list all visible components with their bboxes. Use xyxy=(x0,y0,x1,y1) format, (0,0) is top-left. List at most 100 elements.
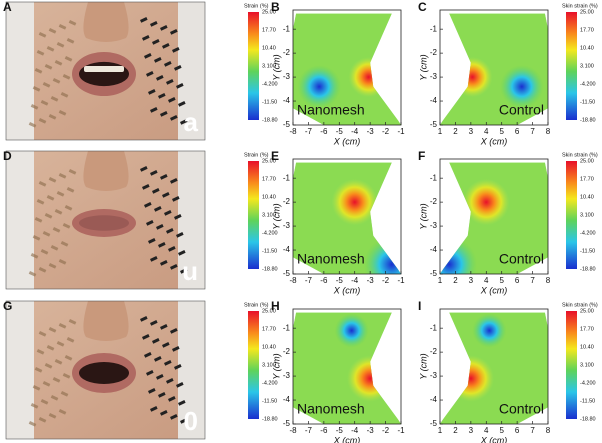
sensor-mark xyxy=(150,21,158,27)
x-tick-label: -2 xyxy=(382,127,390,136)
panel-label: E xyxy=(271,149,279,163)
sensor-mark xyxy=(60,92,69,98)
y-tick-label: -2 xyxy=(283,197,291,206)
teeth xyxy=(84,66,124,72)
x-tick-label: -8 xyxy=(289,127,297,136)
sensor-mark xyxy=(54,59,63,66)
condition-name: Control xyxy=(499,251,544,267)
plot-frame xyxy=(292,9,402,126)
y-tick-label: -5 xyxy=(283,120,291,129)
colorbar-tick-label: -4.200 xyxy=(262,380,278,386)
sensor-mark xyxy=(62,372,71,379)
sensor-mark xyxy=(58,110,67,116)
y-tick-label: -1 xyxy=(430,24,438,33)
sensor-mark xyxy=(58,259,67,265)
y-tick-label: -3 xyxy=(430,221,438,230)
sensor-mark xyxy=(160,174,168,180)
sensor-mark xyxy=(162,43,170,49)
colorbar xyxy=(566,161,577,269)
sensor-mark xyxy=(170,178,178,184)
sensor-mark xyxy=(28,421,37,427)
sensor-mark xyxy=(157,392,166,398)
sensor-mark xyxy=(178,250,186,256)
x-tick-label: -3 xyxy=(367,127,375,136)
sensor-mark xyxy=(178,101,186,107)
sensor-mark xyxy=(152,188,160,194)
sensor-mark xyxy=(50,96,59,102)
panel-label: B xyxy=(271,0,280,14)
y-tick-label: -5 xyxy=(430,419,438,428)
x-tick-label: 3 xyxy=(469,127,474,136)
sensor-mark xyxy=(144,53,152,59)
x-tick-label: -8 xyxy=(289,276,297,285)
sensor-mark xyxy=(154,57,162,63)
colorbar-tick-label: 25.00 xyxy=(262,9,276,15)
sensor-mark xyxy=(58,408,67,415)
x-tick-label: 6 xyxy=(515,127,520,136)
sensor-mark xyxy=(40,100,49,106)
y-tick-label: -3 xyxy=(430,371,438,380)
panel-label: C xyxy=(418,0,427,14)
x-tick-label: 1 xyxy=(438,426,443,435)
colorbar-tick-label: -11.50 xyxy=(580,248,595,254)
photo-bg xyxy=(6,2,34,140)
photo-bg xyxy=(178,151,205,289)
x-tick-label: 4 xyxy=(484,127,489,136)
sensor-mark xyxy=(162,192,170,198)
sensor-mark xyxy=(156,374,164,380)
x-tick-label: 6 xyxy=(515,276,520,285)
mouth xyxy=(79,61,129,87)
cold-spot xyxy=(297,65,341,109)
sensor-mark xyxy=(56,341,65,347)
colorbar-tick-label: 17.70 xyxy=(580,27,594,33)
y-axis-label: Y (cm) xyxy=(418,54,428,80)
colorbar-tick-label: 17.70 xyxy=(262,326,276,332)
photo-bg xyxy=(178,2,205,140)
colorbar-tick-label: 17.70 xyxy=(580,176,594,182)
x-tick-label: 3 xyxy=(469,426,474,435)
sensor-mark xyxy=(174,65,182,71)
colorbar-tick-label: -4.200 xyxy=(580,81,596,87)
vowel-letter: a xyxy=(184,107,199,137)
x-tick-label: 4 xyxy=(484,426,489,435)
y-tick-label: -4 xyxy=(430,96,438,105)
sensor-mark xyxy=(56,41,65,48)
sensor-mark xyxy=(68,169,77,175)
plot-frame xyxy=(439,308,549,425)
strain-map xyxy=(293,312,401,424)
colorbar xyxy=(566,12,577,120)
sensor-mark xyxy=(54,209,63,215)
colorbar-tick-label: -18.80 xyxy=(580,266,596,272)
x-tick-label: -6 xyxy=(320,426,328,435)
colorbar-tick-label: 17.70 xyxy=(262,27,276,33)
mouth xyxy=(79,215,129,231)
colorbar-tick-label: -18.80 xyxy=(262,117,278,123)
colorbar xyxy=(248,161,259,269)
nose xyxy=(83,151,129,191)
sensor-mark xyxy=(44,362,53,369)
sensor-mark xyxy=(150,406,158,412)
vowel-letter: u xyxy=(182,256,198,286)
sensor-mark xyxy=(48,262,57,269)
sensor-mark xyxy=(32,86,41,92)
sensor-mark xyxy=(60,391,69,397)
x-tick-label: -5 xyxy=(336,127,344,136)
photo-bg xyxy=(6,301,34,439)
plot-frame xyxy=(292,158,402,275)
y-tick-label: -1 xyxy=(283,24,291,33)
photo-bg xyxy=(178,301,205,439)
y-tick-label: -3 xyxy=(283,221,291,230)
panel-label: F xyxy=(418,149,425,163)
sensor-mark xyxy=(154,356,162,362)
colorbar-title: Skin strain (%) xyxy=(562,302,598,308)
x-tick-label: 8 xyxy=(546,426,551,435)
sensor-mark xyxy=(156,224,164,230)
sensor-mark xyxy=(140,316,148,322)
colorbar xyxy=(248,311,259,419)
x-tick-label: -2 xyxy=(382,426,390,435)
colorbar xyxy=(248,12,259,120)
condition-name: Nanomesh xyxy=(297,251,365,267)
sensor-mark xyxy=(64,355,73,361)
sensor-mark xyxy=(38,331,47,337)
colorbar-tick-label: 25.00 xyxy=(580,308,594,314)
